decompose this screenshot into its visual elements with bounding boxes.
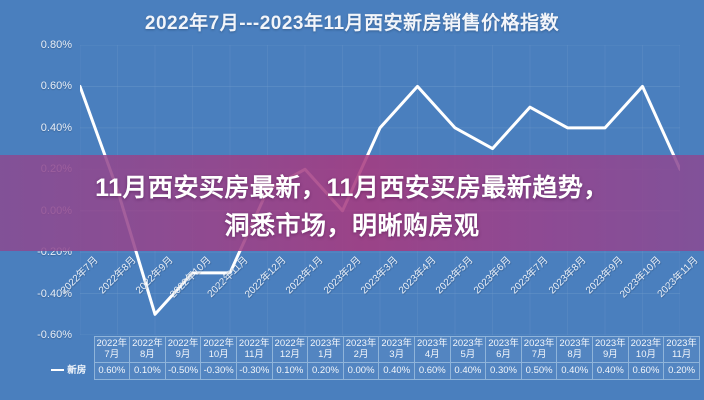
table-column-header: 2023年 10月 [627, 336, 665, 363]
table-cell-value: -0.30% [235, 362, 273, 380]
y-tick-label: 0.80% [40, 39, 72, 51]
table-cell-value: 0.60% [413, 362, 451, 380]
table-column-header: 2023年 11月 [663, 336, 700, 363]
table-column-header: 2022年 10月 [200, 336, 237, 363]
legend-row-label: 新房 [42, 363, 94, 380]
x-tick-label: 2023年1月 [284, 254, 326, 297]
table-cell-value: 0.10% [129, 362, 166, 380]
x-tick-label: 2023年8月 [546, 254, 589, 297]
y-tick-label: -0.40% [37, 287, 72, 300]
table-cell-value: 0.10% [271, 362, 309, 380]
table-cell-value: 0.20% [663, 362, 700, 380]
x-tick-label: 2023年6月 [471, 254, 514, 297]
y-tick-label: 0.60% [40, 80, 72, 93]
page-title: 2022年7月---2023年11月西安新房销售价格指数 [144, 13, 560, 34]
table-cell-value: -0.50% [164, 362, 202, 380]
table-column-header: 2022年 7月 [93, 336, 131, 363]
table-cell-value: 0.40% [378, 362, 415, 380]
table-cell-value: 0.00% [342, 362, 380, 380]
overlay-banner [0, 155, 704, 251]
table-column-header: 2022年 12月 [271, 336, 309, 363]
table-cell-value: -0.30% [200, 362, 237, 380]
x-tick-label: 2023年7月 [509, 254, 551, 297]
table-column-header: 2023年 4月 [413, 336, 451, 363]
table-column-header: 2023年 7月 [520, 336, 558, 363]
data-table: 2022年 7月 2022年 8月 2022年 9月 2022年 10月 2022年 11月 202… [42, 336, 700, 380]
x-tick-label: 2023年2月 [321, 254, 364, 297]
legend-label-text: 新房 [67, 364, 87, 376]
table-cell-value: 0.40% [556, 362, 594, 380]
x-tick-label: 2023年3月 [359, 254, 401, 297]
table-corner-cell [42, 337, 94, 363]
table-header-row: 2022年 7月 2022年 8月 2022年 9月 2022年 10月 2022年 11月 202… [42, 336, 700, 363]
table-column-header: 2023年 8月 [556, 336, 594, 363]
table-cell-value: 0.30% [485, 362, 522, 380]
table-cell-value: 0.20% [307, 362, 344, 380]
table-cell-value: 0.40% [449, 362, 487, 380]
table-column-header: 2022年 11月 [235, 336, 273, 363]
y-tick-label: 0.40% [40, 121, 72, 134]
x-tick-label: 2022年8月 [96, 254, 139, 297]
table-cell-value: 0.50% [520, 362, 558, 380]
y-tick-label: -0.60% [37, 329, 72, 341]
x-tick-label: 2023年5月 [434, 254, 476, 297]
table-column-header: 2023年 2月 [342, 336, 380, 363]
table-column-header: 2022年 8月 [129, 336, 166, 363]
x-axis: 2022年7月 2022年8月 2022年9月 2022年10月 2022年11月 202… [59, 252, 704, 332]
table-cell-value: 0.40% [592, 362, 629, 380]
table-column-header: 2022年 9月 [164, 336, 202, 363]
x-tick-label: 2023年4月 [396, 254, 439, 297]
legend-line-icon [51, 369, 65, 372]
series-line-新房 [80, 84, 680, 316]
table-column-header: 2023年 5月 [449, 336, 487, 363]
table-cell-value: 0.60% [93, 362, 131, 380]
table-row: 新房 0.60% 0.10% -0.50% -0.30% -0.30% 0.10% 0.20… [42, 362, 700, 380]
table-column-header: 2023年 9月 [592, 336, 629, 363]
table-column-header: 2023年 3月 [378, 336, 415, 363]
data-table-container: 2022年 7月 2022年 8月 2022年 9月 2022年 10月 2022年 11月 202… [42, 336, 700, 380]
table-cell-value: 0.60% [627, 362, 665, 380]
table-column-header: 2023年 1月 [307, 336, 344, 363]
table-column-header: 2023年 6月 [485, 336, 522, 363]
